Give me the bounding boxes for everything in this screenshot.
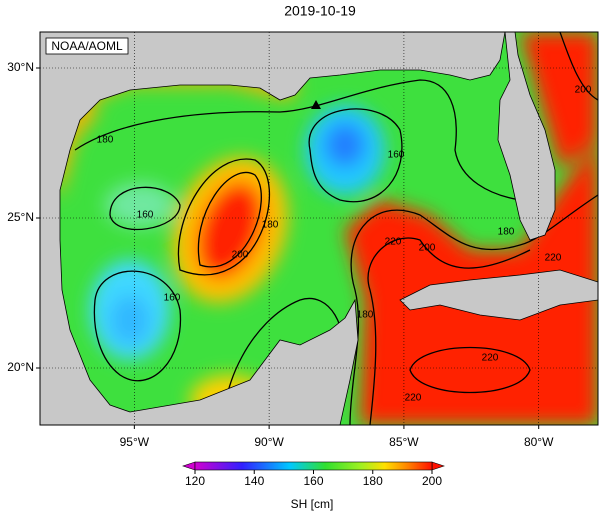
y-tick-label: 25°N	[7, 210, 34, 224]
map-area	[40, 32, 598, 425]
contour-label: 160	[137, 210, 154, 221]
colorbar-extend-low	[182, 461, 196, 471]
colorbar-extend-high	[431, 461, 445, 471]
contour-label: 180	[357, 310, 374, 321]
y-tick-label: 20°N	[7, 360, 34, 374]
colorbar	[194, 461, 433, 471]
y-tick-label: 30°N	[7, 60, 34, 74]
contour-label: 220	[385, 237, 402, 248]
colorbar-tick-label: 140	[244, 474, 264, 488]
contour-label: 220	[545, 253, 562, 264]
contour-label: 200	[419, 243, 436, 254]
map-frame	[39, 31, 599, 426]
colorbar-tick-label: 160	[303, 474, 323, 488]
watermark: NOAA/AOML	[51, 39, 123, 53]
colorbar-tick-label: 120	[185, 474, 205, 488]
colorbar-tick-label: 200	[422, 474, 442, 488]
watermark-box	[45, 37, 129, 55]
contour-label: 200	[575, 85, 592, 96]
x-tick-label: 80°W	[524, 435, 554, 449]
contour-label: 160	[388, 150, 405, 161]
colorbar-tick-label: 180	[363, 474, 383, 488]
station-marker	[311, 100, 321, 109]
colorbar-label: SH [cm]	[291, 497, 334, 511]
contour-label: 220	[482, 353, 499, 364]
x-tick-label: 90°W	[254, 435, 284, 449]
title: 2019-10-19	[284, 3, 356, 19]
contour-label: 180	[498, 227, 515, 238]
x-tick-label: 95°W	[120, 435, 150, 449]
contour-label: 200	[232, 250, 249, 261]
land	[40, 32, 598, 425]
contour-label: 160	[164, 293, 181, 304]
contour-label: 180	[97, 135, 114, 146]
contour-label: 180	[262, 220, 279, 231]
x-tick-label: 85°W	[389, 435, 419, 449]
contour-label: 220	[405, 393, 422, 404]
